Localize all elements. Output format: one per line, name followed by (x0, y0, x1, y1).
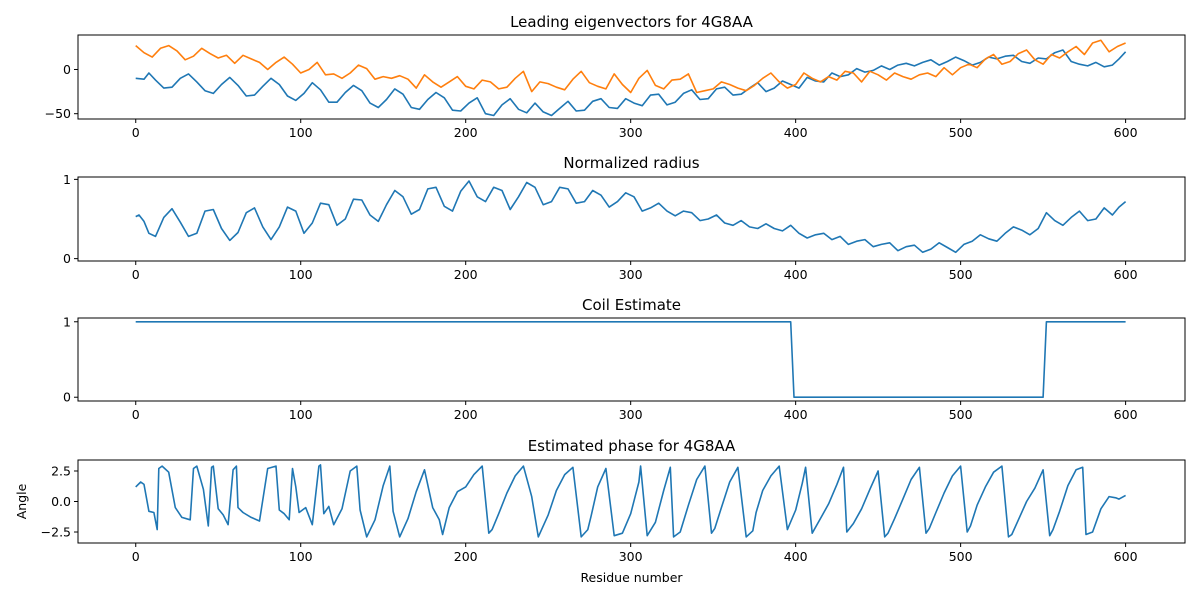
series-line-1 (135, 321, 1126, 398)
y-tick-label: 0 (63, 62, 71, 77)
x-tick-label: 600 (1114, 125, 1138, 140)
x-tick-label: 200 (454, 407, 478, 422)
series-line-2 (135, 39, 1126, 94)
x-tick-label: 500 (949, 125, 973, 140)
y-tick-label: −50 (45, 106, 71, 121)
series-line-1 (135, 464, 1126, 538)
y-tick-label: 1 (63, 314, 71, 329)
panel-eigenvectors: Leading eigenvectors for 4G8AA 0 100 200 30… (45, 13, 1186, 140)
y-tick-label: 1 (63, 172, 71, 187)
x-tick-label: 300 (619, 407, 643, 422)
y-tick-label: 2.5 (51, 463, 71, 478)
x-tick-label: 0 (132, 267, 140, 282)
plot-frame (77, 176, 1186, 262)
x-tick-label: 500 (949, 407, 973, 422)
x-tick-label: 400 (784, 407, 808, 422)
x-tick-label: 600 (1114, 407, 1138, 422)
x-tick-label: 100 (289, 125, 313, 140)
panel-estimated-phase: Estimated phase for 4G8AA 0 100 200 300 400 5… (14, 437, 1186, 585)
plot-frame (77, 459, 1186, 544)
chart-title: Leading eigenvectors for 4G8AA (510, 13, 754, 31)
x-tick-label: 0 (132, 125, 140, 140)
y-tick-label: 0 (63, 251, 71, 266)
y-axis-label: Angle (14, 483, 29, 519)
series-line-1 (135, 49, 1127, 117)
panel-normalized-radius: Normalized radius 0 100 200 300 400 500 600 0 1 (63, 154, 1186, 282)
panel-coil-estimate: Coil Estimate 0 100 200 300 400 500 600 0 1 (63, 296, 1186, 422)
plot-frame (77, 317, 1186, 402)
x-tick-label: 400 (784, 549, 808, 564)
x-tick-label: 300 (619, 549, 643, 564)
y-tick-label: −2.5 (41, 525, 71, 540)
x-tick-label: 300 (619, 125, 643, 140)
x-tick-label: 600 (1114, 267, 1138, 282)
x-tick-label: 500 (949, 549, 973, 564)
x-tick-label: 200 (454, 125, 478, 140)
x-tick-label: 100 (289, 407, 313, 422)
chart-title: Coil Estimate (582, 296, 681, 314)
x-tick-label: 600 (1114, 549, 1138, 564)
x-tick-label: 500 (949, 267, 973, 282)
chart-title: Normalized radius (563, 154, 699, 172)
x-tick-label: 200 (454, 267, 478, 282)
x-tick-label: 200 (454, 549, 478, 564)
plot-frame (77, 34, 1186, 120)
x-tick-label: 100 (289, 549, 313, 564)
series-line-1 (135, 180, 1127, 254)
y-tick-label: 0 (63, 390, 71, 405)
x-tick-label: 100 (289, 267, 313, 282)
chart-title: Estimated phase for 4G8AA (528, 437, 736, 455)
x-tick-label: 0 (132, 549, 140, 564)
x-tick-label: 400 (784, 267, 808, 282)
y-tick-label: 0.0 (51, 494, 71, 509)
x-tick-label: 400 (784, 125, 808, 140)
x-tick-label: 300 (619, 267, 643, 282)
x-axis-label: Residue number (580, 570, 683, 585)
x-tick-label: 0 (132, 407, 140, 422)
